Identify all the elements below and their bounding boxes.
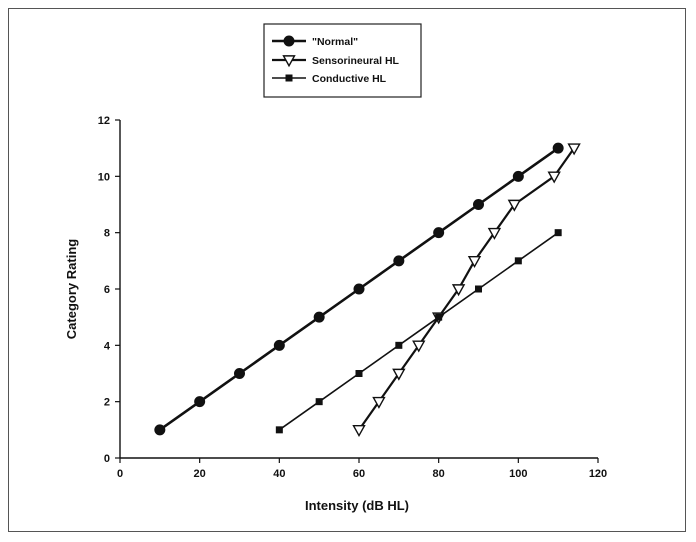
legend-marker [285, 74, 293, 82]
data-point [313, 311, 325, 323]
data-point [475, 285, 482, 293]
data-point [194, 396, 206, 408]
data-point [512, 170, 524, 182]
data-point [412, 340, 426, 353]
data-point [355, 370, 363, 377]
data-point [451, 284, 466, 297]
data-point [352, 425, 366, 438]
x-tick-label: 20 [194, 468, 206, 480]
data-point [467, 256, 482, 269]
x-axis-title: Intensity (dB HL) [305, 498, 409, 513]
y-ticks: 0 2 4 6 8 10 12 [98, 115, 120, 465]
x-tick-label: 0 [117, 468, 123, 480]
legend-item: "Normal" [272, 35, 358, 48]
data-point [473, 199, 484, 210]
data-point [433, 227, 445, 239]
y-tick-label: 10 [98, 171, 110, 183]
axes: 0 20 40 60 80 100 120 0 2 4 6 8 10 12 [98, 115, 607, 480]
y-tick-label: 6 [104, 284, 110, 296]
series-line [358, 147, 575, 431]
x-ticks: 0 20 40 60 80 100 120 [117, 458, 607, 480]
y-tick-label: 4 [104, 340, 111, 352]
data-point [507, 199, 522, 212]
data-point [395, 341, 403, 349]
legend-label: "Normal" [312, 36, 358, 48]
series-layer [154, 142, 581, 438]
data-point [435, 313, 443, 321]
data-point [552, 142, 564, 154]
y-tick-label: 8 [104, 228, 110, 240]
series-1 [352, 143, 581, 438]
x-tick-label: 120 [589, 468, 607, 480]
x-tick-label: 40 [273, 468, 285, 480]
legend-marker [283, 35, 295, 47]
legend-item: Sensorineural HL [272, 55, 400, 68]
data-point [273, 339, 285, 351]
x-tick-label: 80 [433, 468, 445, 480]
data-point [353, 283, 365, 295]
data-point [547, 171, 561, 184]
data-point [154, 424, 166, 436]
data-point [393, 255, 405, 267]
y-axis-title: Category Rating [64, 239, 79, 339]
series-line [278, 232, 559, 431]
legend-label: Sensorineural HL [312, 55, 400, 67]
legend-marker [282, 55, 296, 68]
series-0 [154, 142, 564, 436]
x-tick-label: 60 [353, 468, 365, 480]
data-point [372, 396, 386, 409]
y-tick-label: 12 [98, 115, 110, 127]
data-point [514, 257, 522, 265]
data-point [554, 229, 562, 237]
data-point [275, 426, 283, 434]
legend-label: Conductive HL [312, 73, 387, 85]
series-2 [275, 229, 562, 434]
data-point [234, 368, 245, 379]
data-point [487, 227, 502, 240]
y-tick-label: 2 [104, 397, 110, 409]
data-point [392, 368, 406, 381]
legend-item: Conductive HL [272, 73, 387, 85]
data-point [315, 398, 323, 406]
x-tick-label: 100 [509, 468, 527, 480]
legend: "Normal" Sensorineural HL Conductive HL [263, 23, 422, 98]
data-point [567, 143, 581, 156]
y-tick-label: 0 [104, 453, 110, 465]
figure-frame [8, 8, 686, 532]
legend-items: "Normal" Sensorineural HL Conductive HL [272, 35, 400, 85]
